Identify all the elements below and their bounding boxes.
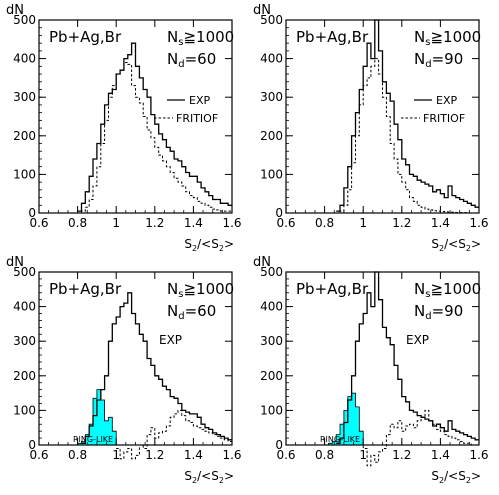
nd-label: Nd=90	[414, 50, 463, 70]
ns-label: Ns≧1000	[414, 28, 481, 48]
y-tick-label: 200	[13, 129, 36, 143]
x-tick-label: 0.6	[29, 448, 48, 462]
x-tick-label: 1.6	[222, 216, 241, 230]
x-tick-label: 1.2	[145, 448, 164, 462]
x-tick-label: 1.6	[222, 448, 241, 462]
x-tick-label: 1	[359, 448, 367, 462]
ns-label: Ns≧1000	[167, 280, 234, 300]
system-label: Pb+Ag,Br	[49, 280, 122, 298]
y-tick-label: 300	[260, 334, 283, 348]
x-tick-label: 0.6	[29, 216, 48, 230]
y-axis-label: dN	[6, 3, 24, 18]
y-tick-label: 0	[28, 206, 36, 220]
y-tick-label: 400	[13, 52, 36, 66]
x-tick-label: 0.6	[276, 216, 295, 230]
x-tick-label: 1.4	[184, 216, 203, 230]
y-tick-label: 0	[275, 206, 283, 220]
system-label: Pb+Ag,Br	[296, 28, 369, 46]
exp-annotation: EXP	[406, 333, 429, 347]
y-tick-label: 500	[13, 13, 36, 27]
y-tick-label: 400	[260, 300, 283, 314]
y-tick-label: 400	[260, 52, 283, 66]
y-tick-label: 400	[13, 300, 36, 314]
dashed-histogram-3	[116, 409, 232, 460]
exp-histogram-2	[336, 19, 479, 212]
x-tick-label: 0.6	[276, 448, 295, 462]
x-tick-label: 1.4	[431, 448, 450, 462]
ring-like-fill-3	[77, 389, 117, 446]
x-tick-label: 0.8	[315, 216, 334, 230]
x-tick-label: 1.6	[469, 448, 488, 462]
x-tick-label: 1.4	[184, 448, 203, 462]
y-axis-label: dN	[253, 255, 271, 270]
x-tick-label: 0.8	[68, 448, 87, 462]
x-tick-label: 1.4	[431, 216, 450, 230]
x-tick-label: 1.2	[392, 448, 411, 462]
exp-histogram-3	[81, 292, 232, 444]
x-tick-label: 1.6	[469, 216, 488, 230]
x-tick-label: 1	[112, 448, 120, 462]
x-tick-label: 0.8	[68, 216, 87, 230]
y-tick-label: 0	[28, 438, 36, 452]
y-tick-label: 500	[260, 265, 283, 279]
y-tick-label: 100	[13, 167, 36, 181]
x-tick-label: 0.8	[315, 448, 334, 462]
x-axis-label: S2/<S2>	[184, 237, 234, 253]
x-tick-label: 1.2	[392, 216, 411, 230]
system-label: Pb+Ag,Br	[296, 280, 369, 298]
y-axis-label: dN	[6, 255, 24, 270]
y-tick-label: 300	[13, 334, 36, 348]
system-label: Pb+Ag,Br	[49, 28, 122, 46]
x-tick-label: 1.2	[145, 216, 164, 230]
dashed-histogram-2	[336, 58, 479, 214]
y-tick-label: 0	[275, 438, 283, 452]
exp-histogram-4	[336, 271, 479, 444]
x-tick-label: 1	[359, 216, 367, 230]
y-tick-label: 200	[13, 369, 36, 383]
x-axis-label: S2/<S2>	[184, 469, 234, 485]
nd-label: Nd=90	[414, 302, 463, 322]
ring-like-annotation: RING-LIKE	[73, 435, 113, 444]
y-tick-label: 100	[13, 403, 36, 417]
dashed-histogram-4	[359, 409, 479, 467]
y-tick-label: 200	[260, 369, 283, 383]
legend-fritiof-label: FRITIOF	[423, 112, 465, 125]
exp-annotation: EXP	[159, 333, 182, 347]
y-tick-label: 200	[260, 129, 283, 143]
legend-exp-label: EXP	[189, 94, 210, 107]
y-tick-label: 300	[13, 90, 36, 104]
y-tick-label: 100	[260, 403, 283, 417]
exp-histogram-1	[77, 42, 232, 212]
x-axis-label: S2/<S2>	[431, 469, 481, 485]
y-axis-label: dN	[253, 3, 271, 18]
ns-label: Ns≧1000	[414, 280, 481, 300]
x-axis-label: S2/<S2>	[431, 237, 481, 253]
nd-label: Nd=60	[167, 50, 216, 70]
legend-exp-label: EXP	[436, 94, 457, 107]
legend-fritiof-label: FRITIOF	[176, 112, 218, 125]
y-tick-label: 500	[13, 265, 36, 279]
dashed-histogram-1	[77, 62, 232, 214]
y-tick-label: 500	[260, 13, 283, 27]
ring-like-annotation: RING-LIKE	[320, 435, 360, 444]
nd-label: Nd=60	[167, 302, 216, 322]
y-tick-label: 300	[260, 90, 283, 104]
x-tick-label: 1	[112, 216, 120, 230]
y-tick-label: 100	[260, 167, 283, 181]
ns-label: Ns≧1000	[167, 28, 234, 48]
